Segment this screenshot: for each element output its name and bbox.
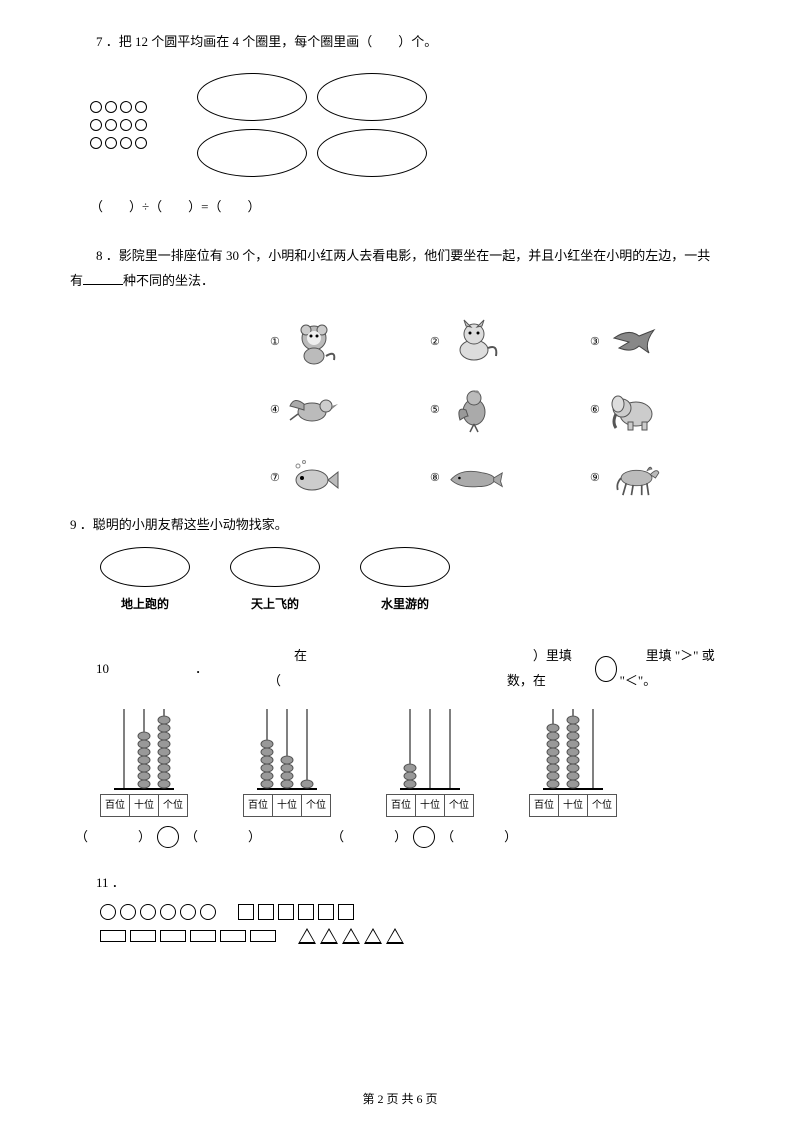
blank-fill bbox=[83, 271, 123, 285]
category-oval bbox=[360, 547, 450, 587]
animal-9-horse: ⑨ bbox=[590, 448, 700, 508]
abacus-4: 百位十位个位 bbox=[529, 704, 617, 817]
q11-text: 11 ． bbox=[70, 871, 730, 896]
compare-circle-icon bbox=[413, 826, 435, 848]
q7-formula: （ ）÷（ ）=（ ） bbox=[90, 195, 730, 220]
page-footer: 第 2 页 共 6 页 bbox=[0, 1090, 800, 1107]
abacus-row: 百位十位个位 百位十位个位 bbox=[100, 704, 730, 817]
q7-text: 7 ．把 12 个圆平均画在 4 个圈里，每个圈里画（ ）个。 bbox=[70, 30, 730, 55]
circles-grid-12 bbox=[90, 101, 147, 149]
animal-2-cat: ② bbox=[430, 312, 540, 372]
question-10: 10 ． 在（ ）里填数，在 里填 "＞" 或 "＜"。 百位十位个位 bbox=[70, 644, 730, 849]
shapes-block bbox=[100, 904, 730, 944]
q9-text: 9 ．聪明的小朋友帮这些小动物找家。 bbox=[70, 513, 730, 538]
animal-5-parrot: ⑤ bbox=[430, 380, 540, 440]
animal-4-bird: ④ bbox=[270, 380, 380, 440]
question-7: 7 ．把 12 个圆平均画在 4 个圈里，每个圈里画（ ）个。 （ ）÷（ ）=… bbox=[70, 30, 730, 219]
animal-6-elephant: ⑥ bbox=[590, 380, 700, 440]
q10-text: 10 ． 在（ ）里填数，在 里填 "＞" 或 "＜"。 bbox=[70, 644, 730, 693]
category-oval bbox=[230, 547, 320, 587]
shapes-row-2 bbox=[100, 928, 730, 944]
compare-circle-icon bbox=[157, 826, 179, 848]
animal-7-fish: ⑦ bbox=[270, 448, 380, 508]
abacus-1: 百位十位个位 bbox=[100, 704, 188, 817]
q8-line2: 有种不同的坐法． bbox=[70, 269, 730, 294]
question-11: 11 ． bbox=[70, 871, 730, 944]
animal-3-swallow: ③ bbox=[590, 312, 700, 372]
circle-blank-icon bbox=[595, 656, 617, 682]
animal-1-monkey: ① bbox=[270, 312, 380, 372]
animals-grid: ① ② ③ ④ ⑤ ⑥ ⑦ ⑧ ⑨ bbox=[270, 312, 730, 508]
abacus-3: 百位十位个位 bbox=[386, 704, 474, 817]
compare-row: （） （） （） （） bbox=[75, 825, 730, 850]
animal-8-whale: ⑧ bbox=[430, 448, 540, 508]
q8-line1: 8 ．影院里一排座位有 30 个，小明和小红两人去看电影，他们要坐在一起，并且小… bbox=[70, 244, 730, 269]
abacus-2: 百位十位个位 bbox=[243, 704, 331, 817]
four-ovals bbox=[197, 73, 427, 177]
shapes-row-1 bbox=[100, 904, 730, 920]
question-8: 8 ．影院里一排座位有 30 个，小明和小红两人去看电影，他们要坐在一起，并且小… bbox=[70, 244, 730, 293]
question-9: 9 ．聪明的小朋友帮这些小动物找家。 地上跑的 天上飞的 水里游的 bbox=[70, 513, 730, 616]
q7-figure bbox=[90, 73, 730, 177]
q9-categories: 地上跑的 天上飞的 水里游的 bbox=[100, 547, 730, 616]
category-oval bbox=[100, 547, 190, 587]
